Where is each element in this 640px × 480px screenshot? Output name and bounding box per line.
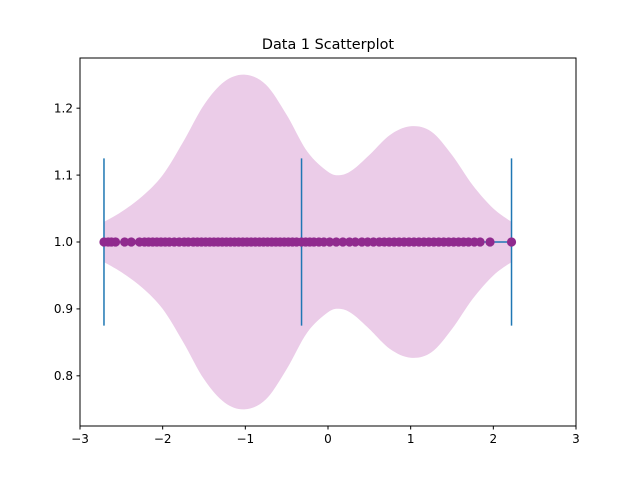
x-tick-label: 1 [407,432,415,446]
x-tick-label: 3 [572,432,580,446]
y-tick-label: 0.8 [54,369,73,383]
scatter-point [338,237,348,247]
scatter-point [350,237,360,247]
x-tick-label: 2 [490,432,498,446]
x-tick-label: −3 [71,432,89,446]
y-tick-label: 0.9 [54,302,73,316]
y-tick-label: 1.0 [54,235,73,249]
chart-title: Data 1 Scatterplot [262,37,395,53]
scatter-point [126,237,136,247]
y-tick-label: 1.2 [54,101,73,115]
x-tick-label: −2 [154,432,172,446]
x-tick-label: −1 [236,432,254,446]
scatter-point [485,237,495,247]
scatter-point [475,237,485,247]
scatter-point [506,237,517,247]
axis-ticks: −3 −2 −1 0 1 2 3 0.8 0.9 1.0 1.1 1.2 [54,101,580,446]
plot-area [99,74,517,410]
scatter-point [110,237,121,247]
x-tick-label: 0 [324,432,332,446]
y-tick-label: 1.1 [54,168,73,182]
scatter-point [331,237,341,247]
scatter-point [120,237,130,247]
scatter-point [325,237,335,247]
